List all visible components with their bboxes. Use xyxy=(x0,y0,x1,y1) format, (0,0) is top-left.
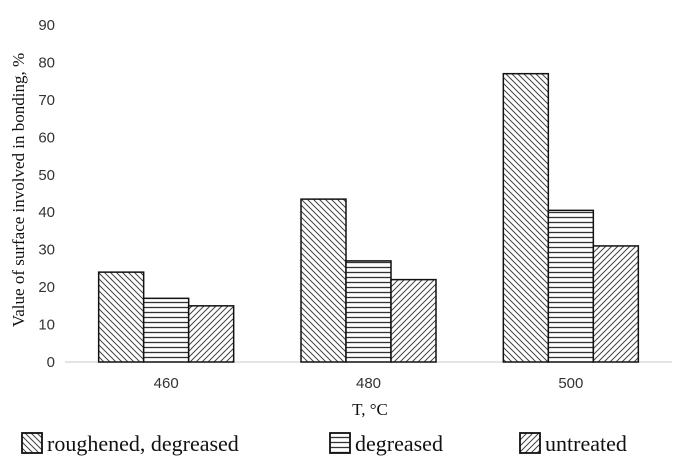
x-axis-ticks: 460 480 500 xyxy=(154,375,584,392)
bar-diag-fwd-480 xyxy=(390,278,437,363)
x-axis-title: T, °C xyxy=(352,400,388,419)
y-tick-label: 60 xyxy=(38,129,55,146)
bar-diag-back-460 xyxy=(97,271,145,363)
y-tick-label: 30 xyxy=(38,242,55,259)
bars xyxy=(97,72,640,363)
y-tick-label: 40 xyxy=(38,204,55,221)
y-tick-label: 90 xyxy=(38,17,55,34)
y-axis-ticks: 0 10 20 30 40 50 60 70 80 90 xyxy=(38,17,55,371)
legend-swatch-diag-fwd xyxy=(519,432,541,454)
legend-label: degreased xyxy=(355,431,443,456)
y-tick-label: 80 xyxy=(38,54,55,71)
y-axis-title: Value of surface involved in bonding, % xyxy=(9,53,28,327)
bar-diag-back-500 xyxy=(502,72,550,363)
x-tick-label: 460 xyxy=(154,375,179,392)
bar-diag-fwd-500 xyxy=(592,245,640,363)
legend: roughened, degreased degreased untreated xyxy=(21,431,627,456)
bar-horizontal-500 xyxy=(547,209,595,363)
bar-diag-fwd-460 xyxy=(187,305,235,363)
legend-swatch-horizontal xyxy=(329,432,351,454)
y-tick-label: 0 xyxy=(47,354,55,371)
legend-swatch-diag-back xyxy=(21,432,43,454)
legend-label: untreated xyxy=(545,431,627,456)
bar-diag-back-480 xyxy=(300,198,347,363)
bar-horizontal-480 xyxy=(345,260,392,363)
bar-horizontal-460 xyxy=(142,297,190,363)
y-tick-label: 50 xyxy=(38,167,55,184)
y-tick-label: 70 xyxy=(38,92,55,109)
x-tick-label: 500 xyxy=(558,375,583,392)
legend-label: roughened, degreased xyxy=(47,431,239,456)
x-tick-label: 480 xyxy=(356,375,381,392)
y-tick-label: 20 xyxy=(38,279,55,296)
y-tick-label: 10 xyxy=(38,317,55,334)
